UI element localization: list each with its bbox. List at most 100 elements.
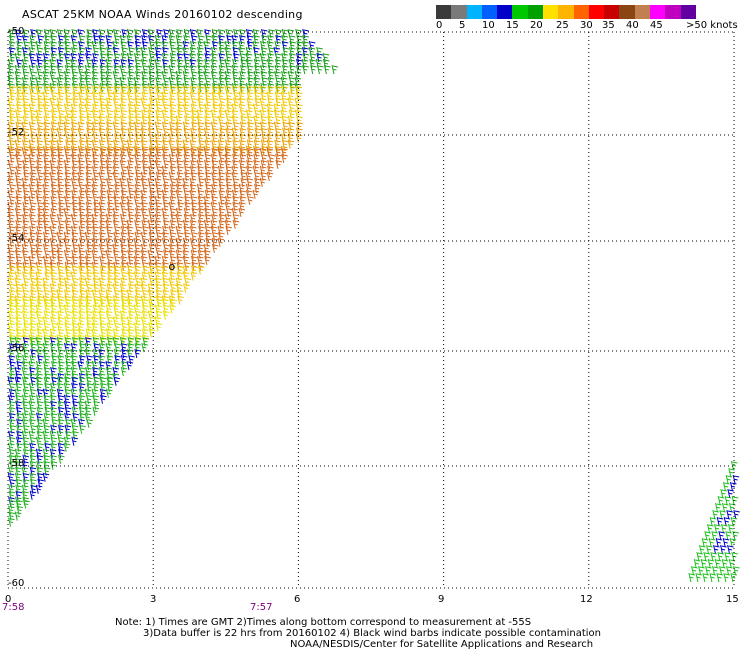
wind-barb: [267, 82, 275, 93]
lon-label: 6: [294, 594, 301, 605]
wind-barb: [191, 145, 199, 155]
wind-barb: [247, 195, 254, 206]
wind-barb: [197, 265, 205, 275]
wind-barb: [63, 442, 71, 452]
wind-barb: [86, 418, 94, 428]
wind-barb: [710, 551, 717, 562]
wind-barb: [727, 544, 734, 555]
wind-barb: [105, 388, 113, 398]
wind-barb: [259, 177, 267, 188]
wind-barb: [715, 537, 723, 548]
wind-barb: [155, 76, 162, 87]
wind-barb: [252, 145, 260, 155]
wind-barb: [704, 530, 711, 541]
colorbar-swatch: [451, 5, 467, 19]
colorbar-label: 25: [556, 20, 569, 31]
wind-barb: [706, 544, 713, 555]
colorbar-label: 5: [459, 20, 466, 31]
wind-barb: [287, 139, 295, 149]
wind-barb: [182, 70, 190, 81]
wind-barb: [204, 85, 211, 95]
wind-barb: [709, 516, 717, 527]
colorbar-swatch: [542, 5, 559, 19]
wind-barb: [725, 474, 733, 485]
colorbar-label: >50 knots: [686, 20, 738, 31]
wind-barb: [23, 145, 31, 155]
colorbar-label: 30: [580, 20, 593, 31]
wind-barb: [120, 40, 128, 51]
wind-barb: [119, 34, 127, 45]
wind-barb: [316, 64, 324, 75]
colorbar-label: 40: [626, 20, 639, 31]
wind-barb: [719, 565, 726, 576]
wind-barb: [190, 271, 198, 281]
wind-barb: [711, 530, 718, 541]
wind-barb: [713, 544, 720, 555]
wind-barb: [714, 523, 721, 534]
colorbar-swatch: [619, 5, 635, 19]
wind-barb: [723, 481, 730, 492]
wind-barb: [182, 46, 190, 57]
wind-barb: [733, 565, 740, 576]
wind-barb: [211, 243, 219, 254]
colorbar-label: 15: [506, 20, 519, 31]
wind-barb: [722, 502, 729, 513]
footnote-credit: NOAA/NESDIS/Center for Satellite Applica…: [290, 639, 594, 650]
colorbar-swatch: [558, 5, 574, 19]
wind-barb: [42, 91, 50, 101]
wind-barb: [720, 544, 727, 555]
colorbar-swatch: [573, 5, 589, 19]
wind-barb: [726, 565, 733, 576]
wind-barb: [731, 495, 739, 506]
colorbar-swatch: [466, 5, 482, 19]
wind-barb: [731, 551, 738, 562]
wind-barb: [721, 558, 729, 569]
colorbar-label: 35: [602, 20, 615, 31]
wind-barb: [71, 436, 78, 446]
wind-barb: [730, 481, 737, 492]
wind-barb: [252, 189, 260, 200]
wind-barb: [238, 207, 246, 218]
lon-label: 12: [580, 594, 593, 605]
wind-barb: [190, 76, 197, 87]
wind-barb: [126, 360, 134, 371]
wind-barb: [42, 472, 50, 482]
wind-barb: [696, 551, 703, 562]
wind-barb: [721, 523, 728, 534]
wind-barb: [701, 537, 709, 548]
wind-barb: [266, 171, 274, 182]
wind-barb: [705, 565, 712, 576]
wind-barb: [724, 495, 732, 506]
lat-label: -58: [8, 458, 25, 469]
wind-barb: [16, 145, 23, 155]
wind-barb: [724, 551, 731, 562]
wind-barb: [217, 237, 225, 248]
colorbar-labels: 0 5 10 15 20 25 30 35 40 45 >50 knots: [430, 20, 740, 32]
wind-barb: [695, 572, 703, 583]
colorbar-swatch: [634, 5, 650, 19]
wind-barb: [113, 376, 121, 386]
wind-barb: [733, 509, 740, 520]
footnote-line-1: Note: 1) Times are GMT 2)Times along bot…: [115, 617, 532, 628]
wind-barb: [729, 502, 736, 513]
wind-barb: [726, 509, 733, 520]
wind-barb: [723, 516, 731, 527]
wind-barb: [717, 495, 725, 506]
wind-barb: [729, 537, 737, 548]
wind-barb: [120, 82, 128, 93]
wind-barb: [699, 544, 706, 555]
time-label: 7:57: [250, 602, 273, 613]
lat-label: -50: [8, 26, 25, 37]
wind-barb: [702, 572, 710, 583]
wind-barb: [716, 516, 724, 527]
wind-barb: [29, 34, 36, 45]
wind-barb: [162, 310, 170, 320]
footnote-line-2: 3)Data buffer is 22 hrs from 20160102 4)…: [143, 628, 601, 639]
wind-barb: [323, 64, 331, 75]
wind-barb: [723, 572, 731, 583]
colorbar-swatch: [512, 5, 528, 19]
wind-barb: [253, 85, 260, 95]
wind-barb: [141, 34, 148, 45]
wind-barb: [232, 82, 239, 93]
wind-barb: [310, 64, 317, 75]
